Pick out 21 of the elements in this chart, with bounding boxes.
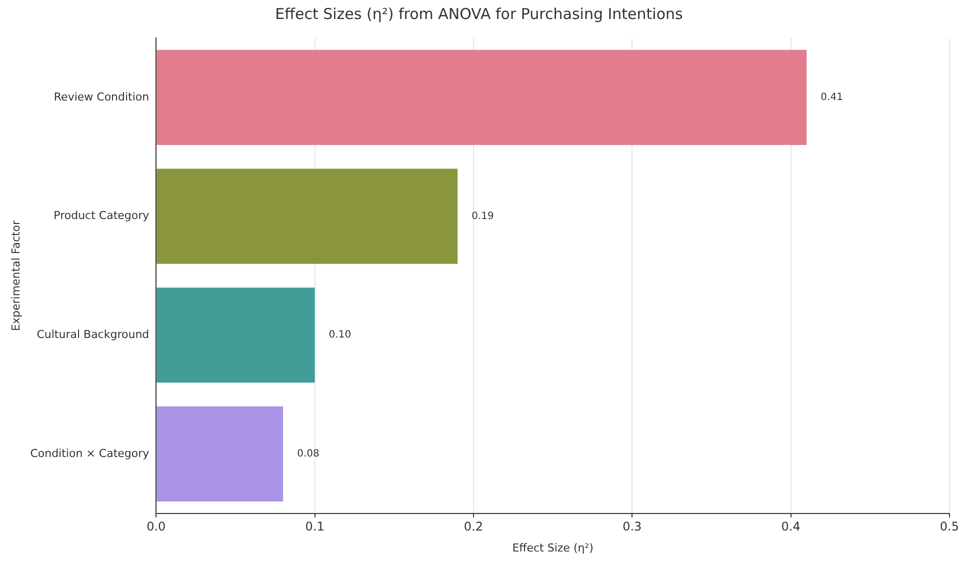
x-tick-label: 0.0: [146, 520, 166, 534]
data-label: 0.08: [297, 448, 320, 460]
x-tick-label: 0.5: [940, 520, 960, 534]
bar: [156, 50, 807, 145]
y-tick-label: Product Category: [54, 209, 150, 222]
x-axis-title: Effect Size (η²): [512, 541, 594, 554]
x-tick-label: 0.1: [305, 520, 324, 534]
bar: [156, 168, 458, 264]
y-tick-label: Cultural Background: [36, 328, 150, 341]
bar: [156, 406, 284, 502]
data-label: 0.10: [328, 330, 352, 341]
x-tick-label: 0.3: [622, 520, 642, 534]
x-tick-label: 0.4: [781, 520, 800, 534]
bar: [156, 288, 315, 383]
y-tick-label: Review Condition: [54, 90, 150, 104]
x-tick-label: 0.2: [464, 520, 484, 534]
y-tick-label: Condition × Category: [30, 446, 150, 460]
data-label: 0.19: [472, 210, 494, 222]
chart-title: Effect Sizes (η²) from ANOVA for Purchasing Intentions: [275, 4, 684, 23]
data-label: 0.41: [820, 92, 843, 104]
y-axis-title: Experimental Factor: [9, 220, 22, 331]
